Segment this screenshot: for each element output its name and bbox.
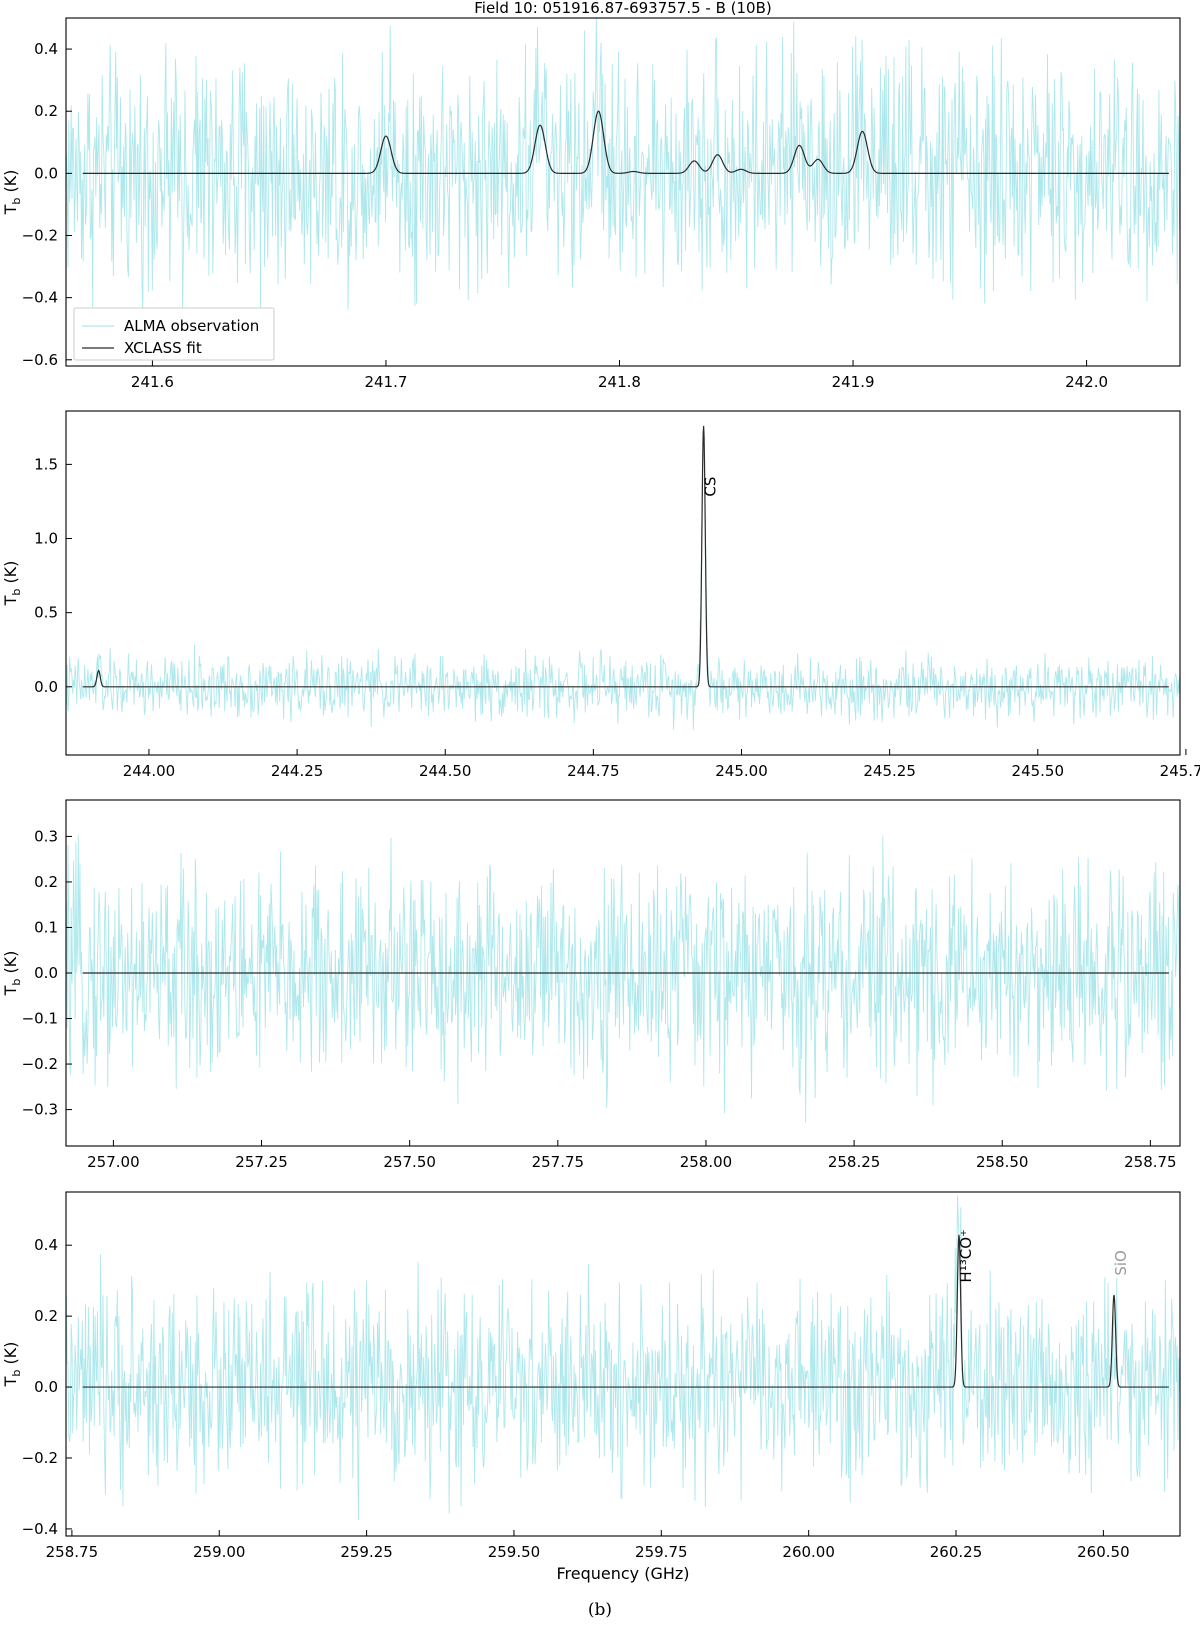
plot-frame [65, 17, 1181, 367]
x-tick-label: 259.50 [488, 1543, 541, 1561]
x-tick-label: 258.75 [46, 1543, 99, 1561]
x-tick-label: 260.00 [782, 1543, 835, 1561]
y-tick-label: 0.4 [34, 1236, 58, 1254]
legend-entry: ALMA observation [124, 317, 259, 335]
series-xclass-fit [82, 110, 1169, 174]
x-tick-label: 244.50 [419, 762, 472, 780]
x-tick-label: 258.50 [976, 1153, 1029, 1171]
x-tick-label: 260.25 [930, 1543, 983, 1561]
x-tick-label: 258.75 [1124, 1153, 1177, 1171]
x-tick-label: 257.25 [235, 1153, 288, 1171]
legend-entry: XCLASS fit [124, 339, 202, 357]
series-xclass-fit [82, 1234, 1169, 1388]
x-axis-label: Frequency (GHz) [556, 1564, 689, 1583]
x-tick-label: 242.0 [1065, 373, 1108, 391]
y-axis-label: Tb (K) [1, 561, 23, 607]
y-tick-label: −0.6 [22, 351, 58, 369]
y-axis-label: Tb (K) [1, 1342, 23, 1388]
y-tick-label: −0.4 [22, 289, 58, 307]
x-tick-label: 245.00 [715, 762, 768, 780]
x-tick-label: 245.25 [863, 762, 916, 780]
x-tick-label: 245.75 [1160, 762, 1200, 780]
y-tick-label: 0.0 [34, 964, 58, 982]
x-tick-label: 259.25 [340, 1543, 393, 1561]
line-label-identified: CS [702, 477, 720, 497]
y-tick-label: −0.3 [22, 1101, 58, 1119]
x-tick-label: 257.00 [87, 1153, 140, 1171]
figure-title: Field 10: 051916.87-693757.5 - B (10B) [474, 0, 772, 17]
line-label-identified: H¹³CO⁺ [957, 1229, 975, 1283]
line-label-tentative: SiO [1112, 1250, 1130, 1276]
x-tick-label: 258.25 [828, 1153, 881, 1171]
panel-3: 257.00 257.25 257.50 257.75 258.00 258.25 258.… [1, 799, 1181, 1171]
y-axis-label: Tb (K) [1, 170, 23, 216]
panel-2: 244.00 244.25 244.50 244.75 245.00 245.25 245.… [1, 410, 1200, 780]
x-tick-label: 244.75 [567, 762, 620, 780]
x-tick-label: 244.25 [271, 762, 324, 780]
x-tick-label: 241.6 [131, 373, 174, 391]
legend: ALMA observation XCLASS fit [73, 307, 275, 361]
y-tick-label: 0.2 [34, 873, 58, 891]
x-tick-label: 257.75 [532, 1153, 585, 1171]
y-tick-label: 0.3 [34, 827, 58, 845]
y-tick-label: −0.2 [22, 1449, 58, 1467]
x-tick-label: 260.50 [1077, 1543, 1130, 1561]
y-tick-label: −0.2 [22, 1055, 58, 1073]
y-axis-label: Tb (K) [1, 951, 23, 997]
x-tick-label: 259.00 [193, 1543, 246, 1561]
panel-1: 241.6 241.7 241.8 241.9 242.0 −0.6 −0.4 −0.2 0.0… [1, 17, 1181, 391]
y-tick-label: 0.2 [34, 1307, 58, 1325]
x-tick-label: 241.7 [364, 373, 407, 391]
x-tick-label: 241.9 [832, 373, 875, 391]
y-tick-label: −0.1 [22, 1010, 58, 1028]
series-alma-observation [66, 1195, 1180, 1521]
x-tick-label: 257.50 [383, 1153, 436, 1171]
series-alma-observation [66, 443, 1180, 730]
y-tick-label: 0.5 [34, 604, 58, 622]
y-tick-label: 0.0 [34, 678, 58, 696]
plot-frame [65, 410, 1181, 756]
series-xclass-fit [82, 425, 1169, 688]
y-tick-label: 0.0 [34, 1378, 58, 1396]
x-tick-label: 241.8 [598, 373, 641, 391]
x-tick-label: 244.00 [123, 762, 176, 780]
x-tick-label: 258.00 [680, 1153, 733, 1171]
x-tick-label: 259.75 [635, 1543, 688, 1561]
y-tick-label: 1.5 [34, 455, 58, 473]
series-alma-observation [66, 834, 1180, 1123]
y-tick-label: 1.0 [34, 530, 58, 548]
x-tick-label: 245.50 [1012, 762, 1065, 780]
series-alma-observation [66, 18, 1180, 313]
y-tick-label: −0.4 [22, 1520, 58, 1538]
y-tick-label: 0.2 [34, 102, 58, 120]
figure-caption: (b) [587, 1600, 613, 1620]
y-tick-label: 0.1 [34, 918, 58, 936]
panel-4: 258.75 259.00 259.25 259.50 259.75 260.00 260.… [1, 1191, 1181, 1583]
plot-frame [65, 1191, 1181, 1537]
y-tick-label: 0.4 [34, 40, 58, 58]
y-tick-label: −0.2 [22, 227, 58, 245]
y-tick-label: 0.0 [34, 164, 58, 182]
